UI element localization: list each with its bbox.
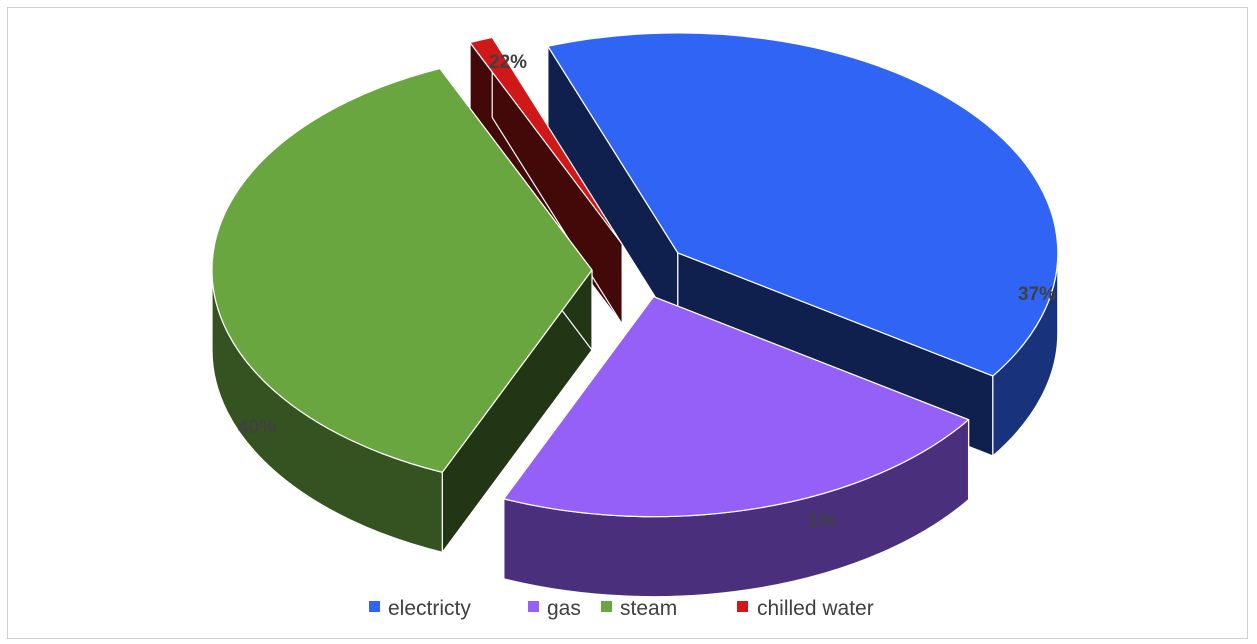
chart-legend: electricty gas steam chilled water [369, 597, 874, 620]
slice-chilled-water [469, 36, 623, 325]
slice-gas [503, 296, 970, 598]
pie-slices [211, 32, 1059, 598]
slice-top-electricty [547, 32, 1059, 377]
data-label-steam: 37% [1018, 284, 1056, 305]
data-label-electricty: 40% [238, 417, 276, 438]
slice-top-chilled-water [469, 36, 623, 245]
data-label-chilled-water: 1% [808, 511, 836, 532]
slice-top-gas [503, 296, 970, 518]
legend-label-gas: gas [547, 597, 581, 620]
legend-swatch-chilled-water [737, 601, 748, 612]
legend-swatch-steam [601, 601, 612, 612]
slice-steam [211, 67, 593, 553]
data-label-gas: 22% [489, 52, 527, 73]
legend-swatch-electricty [369, 601, 380, 612]
legend-label-chilled-water: chilled water [757, 597, 874, 620]
legend-label-steam: steam [620, 597, 677, 620]
pie-data-labels: 40% 22% 37% 1% [238, 52, 1056, 532]
slice-top-steam [211, 67, 593, 473]
legend-swatch-gas [528, 601, 539, 612]
legend-label-electricty: electricty [388, 597, 471, 620]
